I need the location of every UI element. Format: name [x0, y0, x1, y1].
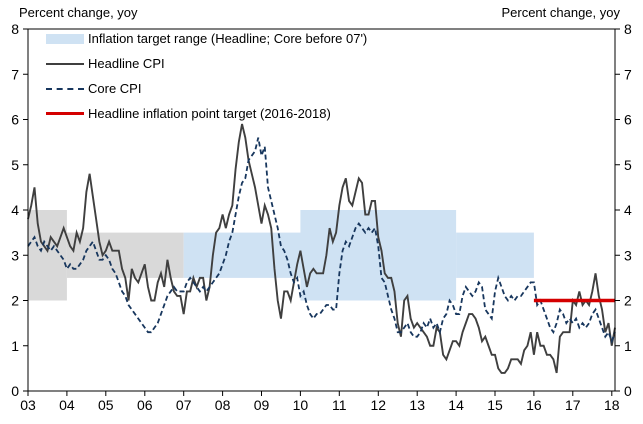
legend-label: Inflation target range (Headline; Core b… [88, 31, 368, 46]
x-axis-label: 08 [215, 397, 231, 413]
x-axis-label: 10 [293, 397, 309, 413]
x-axis-label: 06 [137, 397, 153, 413]
legend-item-target-range: Inflation target range (Headline; Core b… [46, 26, 367, 51]
y-axis-label-left: 0 [11, 383, 19, 399]
y-axis-label-right: 3 [624, 247, 632, 263]
x-axis-label: 03 [20, 397, 36, 413]
x-axis-label: 14 [448, 397, 464, 413]
target-range-band [456, 232, 534, 278]
left-axis-title: Percent change, yoy [19, 5, 138, 20]
y-axis-label-left: 4 [11, 202, 19, 218]
y-axis-label-right: 5 [624, 157, 632, 173]
chart-legend: Inflation target range (Headline; Core b… [46, 26, 367, 126]
y-axis-label-right: 4 [624, 202, 632, 218]
legend-item-headline-cpi: Headline CPI [46, 51, 367, 76]
y-axis-label-left: 5 [11, 157, 19, 173]
target-range-band [66, 232, 184, 278]
x-axis-label: 17 [565, 397, 581, 413]
x-axis-label: 13 [409, 397, 425, 413]
y-axis-label-right: 1 [624, 338, 632, 354]
y-axis-label-right: 8 [624, 21, 632, 37]
x-axis-label: 15 [487, 397, 503, 413]
legend-item-core-cpi: Core CPI [46, 76, 367, 101]
x-axis-label: 16 [526, 397, 542, 413]
headline-line-swatch-icon [46, 62, 84, 65]
x-axis-label: 04 [59, 397, 75, 413]
target-range-swatch-icon [46, 33, 84, 44]
y-axis-label-right: 7 [624, 66, 632, 82]
legend-item-point-target: Headline inflation point target (2016-20… [46, 101, 367, 126]
y-axis-label-right: 6 [624, 112, 632, 128]
y-axis-label-left: 1 [11, 338, 19, 354]
y-axis-label-left: 2 [11, 293, 19, 309]
headline-cpi-line [27, 123, 616, 374]
target-range-band [300, 210, 457, 301]
x-axis-label: 05 [98, 397, 114, 413]
legend-label: Core CPI [88, 81, 142, 96]
point-target-swatch-icon [46, 111, 84, 116]
x-axis-label: 09 [254, 397, 270, 413]
y-axis-label-left: 8 [11, 21, 19, 37]
y-axis-label-left: 7 [11, 66, 19, 82]
core-cpi-line [27, 137, 616, 344]
x-axis-label: 18 [604, 397, 620, 413]
y-axis-label-right: 2 [624, 293, 632, 309]
x-axis-label: 11 [332, 397, 347, 413]
target-range-band [183, 232, 301, 278]
right-axis-title: Percent change, yoy [501, 5, 620, 20]
legend-label: Headline CPI [88, 56, 165, 71]
legend-label: Headline inflation point target (2016-20… [88, 106, 331, 121]
target-range-band [28, 210, 67, 301]
y-axis-label-right: 0 [624, 383, 632, 399]
core-line-swatch-icon [46, 87, 84, 90]
y-axis-label-left: 6 [11, 112, 19, 128]
y-axis-label-left: 3 [11, 247, 19, 263]
x-axis-label: 07 [176, 397, 192, 413]
x-axis-label: 12 [371, 397, 387, 413]
